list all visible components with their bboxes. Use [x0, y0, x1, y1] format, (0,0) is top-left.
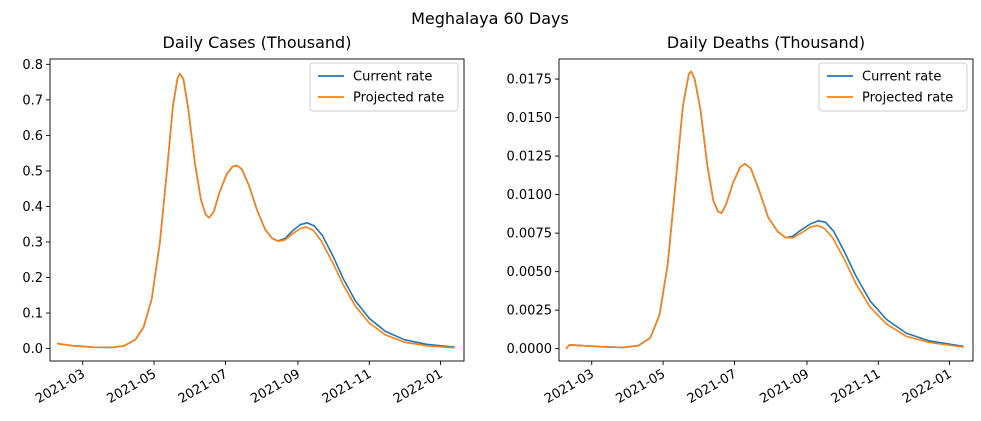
- cases-y-tick-label: 0.3: [22, 235, 43, 250]
- deaths-y-tick-label: 0.0125: [507, 150, 553, 165]
- cases-x-tick-label: 2021-09: [248, 367, 303, 407]
- deaths-x-tick-label: 2021-09: [757, 367, 812, 407]
- deaths-legend-box: [818, 62, 968, 112]
- cases-legend-box: [309, 62, 459, 112]
- cases-x-tick-label: 2022-01: [391, 367, 446, 407]
- cases-x-tick-label: 2021-11: [320, 367, 375, 407]
- cases-y-tick-label: 0.4: [22, 200, 43, 215]
- cases-y-tick-label: 0.5: [22, 164, 43, 179]
- cases-x-tick-label: 2021-07: [176, 367, 231, 407]
- deaths-x-tick-label: 2021-05: [614, 367, 669, 407]
- cases-legend-label-current-rate: Current rate: [353, 70, 432, 85]
- deaths-y-tick-label: 0.0075: [507, 227, 553, 242]
- deaths-axes-frame: [558, 58, 974, 362]
- deaths-y-tick-label: 0.0100: [507, 188, 553, 203]
- deaths-panel: Daily Deaths (Thousand) 0.0000 0.0025 0.005…: [507, 33, 974, 407]
- deaths-legend-label-current-rate: Current rate: [862, 70, 941, 85]
- cases-chart-title: Daily Cases (Thousand): [163, 33, 352, 52]
- deaths-y-tick-label: 0.0150: [507, 111, 553, 126]
- cases-y-tick-label: 0.8: [22, 58, 43, 73]
- deaths-x-tick-label: 2021-07: [685, 367, 740, 407]
- figure-suptitle: Meghalaya 60 Days: [411, 9, 569, 28]
- cases-y-tick-label: 0.1: [22, 307, 43, 322]
- cases-series-line-current-rate: [56, 72, 455, 349]
- cases-x-tick-label: 2021-05: [105, 367, 160, 407]
- deaths-x-tick-label: 2021-11: [829, 367, 884, 407]
- cases-legend-label-projected-rate: Projected rate: [353, 91, 444, 106]
- cases-axes-frame: [49, 58, 465, 362]
- deaths-y-tick-label: 0.0175: [507, 73, 553, 88]
- deaths-y-tick-label: 0.0050: [507, 265, 553, 280]
- deaths-y-tick-label: 0.0000: [507, 342, 553, 357]
- cases-x-tick-label: 2021-03: [33, 367, 88, 407]
- deaths-series-line-current-rate: [565, 70, 964, 350]
- deaths-x-tick-label: 2021-03: [542, 367, 597, 407]
- cases-y-tick-label: 0.7: [22, 93, 43, 108]
- cases-panel: Daily Cases (Thousand) 0.0 0.1 0.2 0.3 0.4 0.5…: [22, 33, 465, 407]
- deaths-x-tick-label: 2022-01: [900, 367, 955, 407]
- cases-legend: Current rate Projected rate: [309, 62, 459, 112]
- deaths-legend: Current rate Projected rate: [818, 62, 968, 112]
- cases-y-tick-label: 0.6: [22, 129, 43, 144]
- deaths-series-line-projected-rate: [565, 70, 964, 350]
- deaths-chart-title: Daily Deaths (Thousand): [667, 33, 865, 52]
- deaths-y-tick-label: 0.0025: [507, 304, 553, 319]
- cases-y-tick-label: 0.0: [22, 342, 43, 357]
- deaths-legend-label-projected-rate: Projected rate: [862, 91, 953, 106]
- cases-series-line-projected-rate: [56, 72, 455, 349]
- cases-y-tick-label: 0.2: [22, 271, 43, 286]
